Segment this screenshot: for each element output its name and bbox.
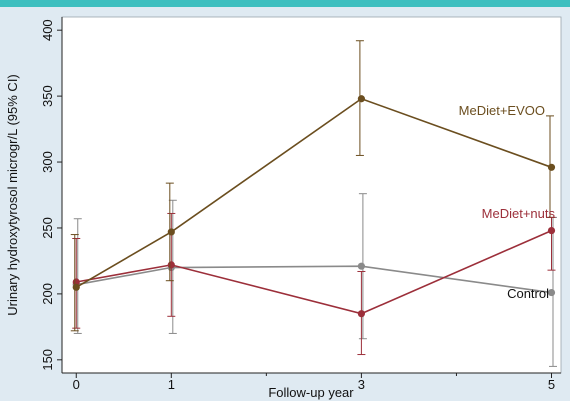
y-tick-label: 300	[40, 151, 55, 173]
series-control-line	[76, 265, 552, 294]
y-axis-ticks: 150 200 250 300 350 400	[40, 19, 62, 371]
x-tick-label: 1	[168, 377, 175, 392]
series-mediet-nuts-point	[167, 261, 175, 269]
top-color-band	[0, 0, 570, 7]
series-mediet-nuts-label: MeDiet+nuts	[482, 206, 556, 221]
series-mediet-evoo-line	[75, 97, 552, 288]
series-mediet-nuts-point	[357, 310, 365, 318]
x-axis-title: Follow-up year	[268, 385, 354, 400]
series-control-point	[357, 262, 365, 270]
series-mediet-evoo-point	[167, 228, 175, 236]
x-axis-ticks: 0 1 3 5	[73, 373, 555, 392]
y-tick-label: 400	[40, 19, 55, 41]
series-control-point	[547, 288, 556, 297]
series-layer	[70, 40, 557, 367]
series-mediet-nuts-point	[547, 227, 556, 235]
series-mediet-nuts-line	[76, 229, 552, 315]
series-mediet-evoo-label: MeDiet+EVOO	[459, 103, 545, 118]
x-tick-label: 0	[73, 377, 80, 392]
y-axis-title: Urinary hydroxytyrosol microgr/L (95% CI…	[5, 74, 20, 316]
y-tick-label: 200	[40, 283, 55, 305]
y-tick-label: 350	[40, 85, 55, 107]
x-tick-label: 3	[358, 377, 365, 392]
series-mediet-evoo-point	[72, 283, 80, 291]
y-tick-label: 150	[40, 349, 55, 371]
x-tick-label: 5	[548, 377, 555, 392]
series-mediet-evoo-point	[547, 163, 556, 171]
series-control-label: Control	[507, 286, 549, 301]
y-tick-label: 250	[40, 217, 55, 239]
series-mediet-evoo-point	[357, 95, 365, 103]
series-label-layer: MeDiet+EVOO MeDiet+nuts Control	[459, 103, 556, 301]
plot-area	[61, 16, 562, 374]
